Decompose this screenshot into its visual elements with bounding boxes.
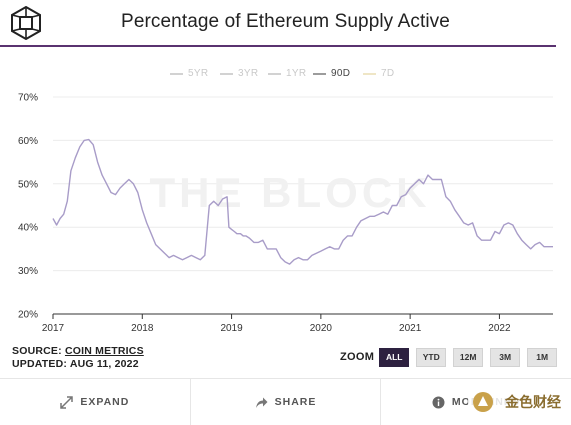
range-selector: 5YR 3YR 1YR 90D 7D: [170, 68, 410, 82]
range-swatch: [268, 72, 281, 75]
updated-label: UPDATED:: [12, 358, 68, 370]
range-label: 1YR: [286, 68, 307, 79]
x-tick-label: 2019: [220, 323, 243, 334]
range-7d[interactable]: 7D: [363, 68, 394, 79]
zoom-label: ZOOM: [340, 351, 375, 363]
header-divider: [0, 45, 556, 47]
more-info-button[interactable]: MORE INFO 金色财经: [380, 379, 571, 425]
y-tick-label: 40%: [18, 223, 38, 234]
y-tick-label: 60%: [18, 136, 38, 147]
range-label: 3YR: [238, 68, 259, 79]
range-swatch: [220, 72, 233, 75]
x-tick-label: 2020: [310, 323, 333, 334]
zoom-all-button[interactable]: ALL: [379, 347, 410, 367]
expand-label: EXPAND: [80, 396, 130, 408]
source-link[interactable]: COIN METRICS: [64, 345, 144, 357]
x-tick-label: 2021: [399, 323, 422, 334]
zoom-ytd-button[interactable]: YTD: [416, 347, 447, 367]
share-label: SHARE: [274, 396, 317, 408]
source-info: SOURCE: COIN METRICS UPDATED: AUG 11, 20…: [12, 345, 144, 371]
y-tick-label: 30%: [18, 266, 38, 277]
expand-icon: [60, 395, 74, 409]
x-tick-label: 2018: [131, 323, 154, 334]
range-swatch: [170, 72, 183, 75]
info-icon: [432, 396, 445, 408]
range-swatch: [363, 72, 376, 75]
grid-lines: [53, 96, 553, 315]
series-line: [52, 138, 553, 265]
watermark: THE BLOCK: [150, 169, 431, 216]
range-3yr[interactable]: 3YR: [220, 68, 258, 79]
updated-line: UPDATED: AUG 11, 2022: [12, 358, 144, 371]
range-1yr[interactable]: 1YR: [268, 68, 306, 79]
range-label: 90D: [331, 68, 351, 79]
share-icon: [255, 397, 268, 408]
y-tick-label: 70%: [18, 93, 38, 104]
chart-header: Percentage of Ethereum Supply Active: [0, 0, 571, 47]
x-tick-label: 2022: [488, 323, 511, 334]
zoom-3m-button[interactable]: 3M: [490, 347, 521, 367]
y-tick-label: 20%: [18, 310, 38, 321]
range-label: 5YR: [188, 68, 209, 79]
jinse-logo-icon: [473, 392, 494, 412]
range-90d[interactable]: 90D: [313, 68, 350, 79]
updated-value: AUG 11, 2022: [69, 358, 139, 370]
watermark-badge: 金色财经: [468, 387, 566, 417]
source-label: SOURCE:: [12, 345, 62, 357]
zoom-controls: ZOOM ALL YTD 12M 3M 1M: [340, 347, 564, 367]
footer-actions: EXPAND SHARE MORE INFO 金色财经: [0, 378, 571, 425]
zoom-12m-button[interactable]: 12M: [453, 347, 484, 367]
page-title: Percentage of Ethereum Supply Active: [121, 11, 450, 32]
the-block-logo-icon: [11, 6, 41, 40]
source-line: SOURCE: COIN METRICS: [12, 345, 144, 358]
share-button[interactable]: SHARE: [189, 379, 381, 425]
x-tick-label: 2017: [42, 323, 65, 334]
y-axis: 20% 30% 40% 50% 60% 70%: [18, 93, 38, 321]
range-5yr[interactable]: 5YR: [170, 68, 208, 79]
y-tick-label: 50%: [18, 179, 38, 190]
expand-button[interactable]: EXPAND: [0, 379, 190, 425]
range-label: 7D: [381, 68, 395, 79]
line-chart: THE BLOCK 20%30%40%50%60%70% 2017 2018 201…: [18, 93, 553, 334]
zoom-1m-button[interactable]: 1M: [527, 347, 558, 367]
watermark-badge-text: 金色财经: [505, 395, 562, 411]
x-axis: 2017 2018 2019 2020 2021 2022: [42, 314, 511, 334]
range-swatch: [313, 72, 326, 75]
